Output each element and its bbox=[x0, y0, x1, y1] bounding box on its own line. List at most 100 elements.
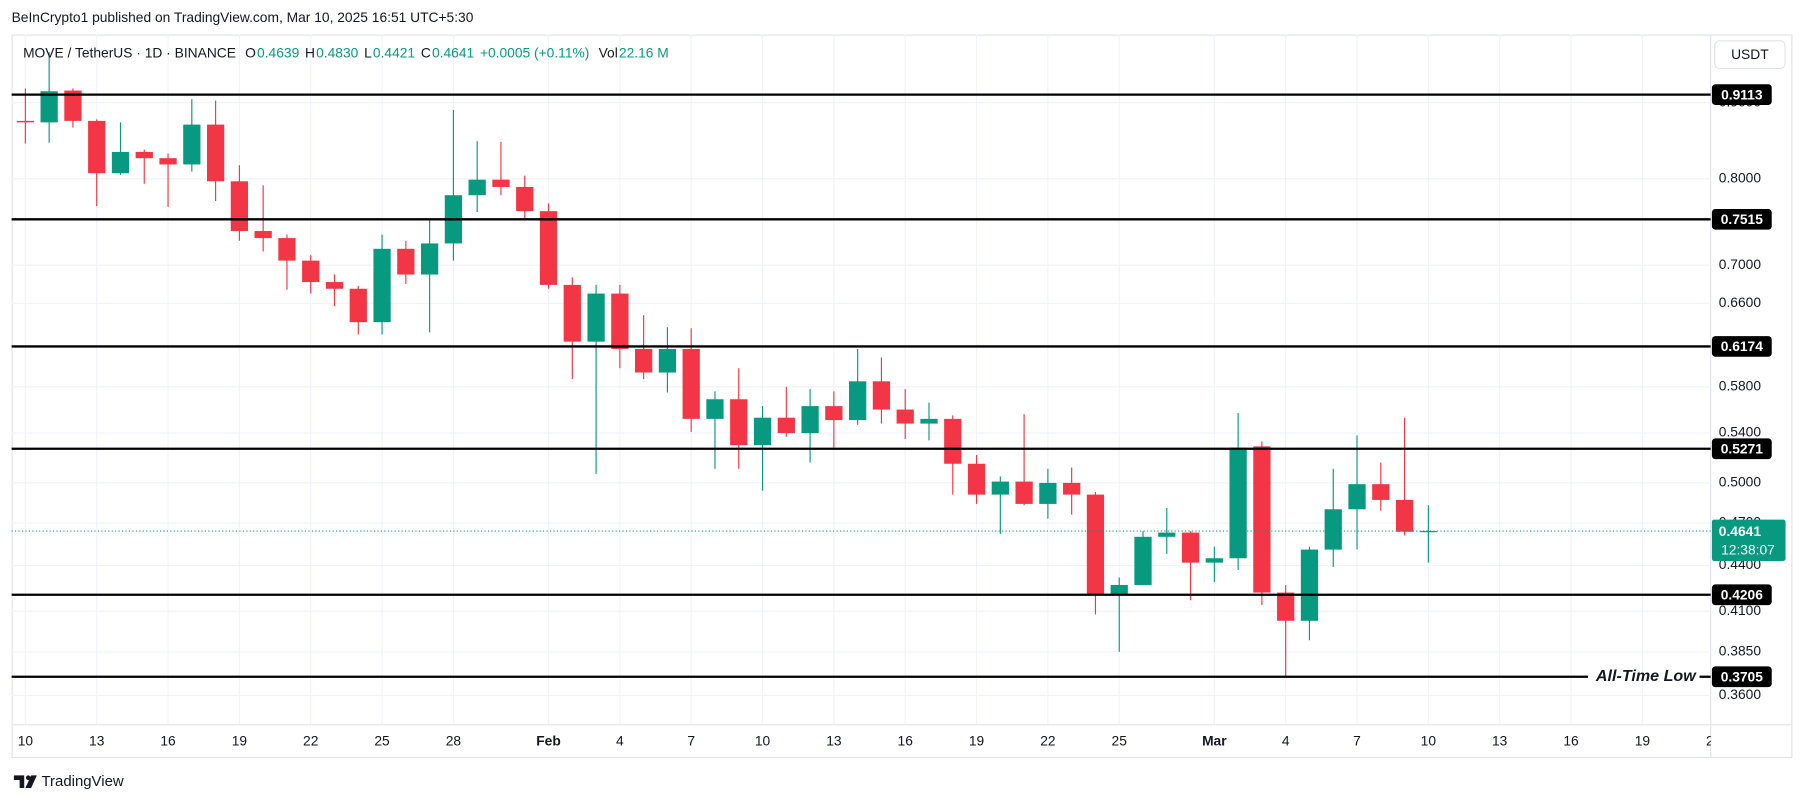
level-label-box bbox=[1711, 336, 1772, 357]
candle-body bbox=[920, 418, 938, 424]
chart-frame bbox=[11, 34, 1793, 759]
candle-body bbox=[302, 260, 320, 283]
y-tick-label: 0.3600 bbox=[1719, 687, 1762, 702]
level-label: 0.6174 bbox=[1721, 339, 1764, 354]
candle-body bbox=[1086, 494, 1105, 595]
y-tick-label: 0.5800 bbox=[1719, 379, 1762, 394]
ohlc-label: L bbox=[364, 46, 372, 61]
y-tick-label: 0.6600 bbox=[1719, 295, 1762, 310]
candle-body bbox=[88, 120, 106, 174]
currency-button[interactable] bbox=[1714, 40, 1786, 70]
ohlc-value: 0.4421 bbox=[373, 46, 415, 61]
candle-body bbox=[278, 238, 296, 261]
level-label-box bbox=[1711, 84, 1772, 105]
x-tick-label: 13 bbox=[89, 734, 105, 749]
countdown-label: 12:38:07 bbox=[1721, 542, 1775, 557]
candle-body bbox=[492, 179, 510, 187]
x-tick-label: 19 bbox=[1635, 734, 1651, 749]
candle-body bbox=[1300, 549, 1319, 621]
level-label: 0.4206 bbox=[1721, 588, 1764, 603]
level-label-box bbox=[1711, 584, 1772, 606]
ohlc-label: O bbox=[245, 46, 256, 61]
volume-value: 22.16 M bbox=[619, 46, 669, 61]
candle-body bbox=[159, 158, 177, 165]
x-tick-label: 13 bbox=[826, 734, 842, 749]
x-tick-label: Feb bbox=[536, 734, 561, 749]
candle-body bbox=[135, 151, 153, 159]
candle-body bbox=[682, 348, 700, 419]
candle-body bbox=[1348, 484, 1366, 510]
x-tick-label: 16 bbox=[160, 734, 176, 749]
x-tick-label: 25 bbox=[1112, 734, 1128, 749]
x-tick-label: 16 bbox=[898, 734, 914, 749]
x-tick-label: 7 bbox=[1353, 734, 1361, 749]
x-tick-label: 28 bbox=[446, 734, 462, 749]
candle-body bbox=[611, 293, 629, 349]
candle-body bbox=[896, 409, 914, 424]
x-tick-label: 22 bbox=[1040, 734, 1055, 749]
ohlc-label: C bbox=[421, 46, 431, 61]
candle-body bbox=[516, 186, 534, 212]
brand-name: TradingView bbox=[41, 773, 123, 790]
candle-body bbox=[397, 248, 415, 275]
ohlc-value: 0.4830 bbox=[316, 46, 359, 61]
candle-body bbox=[658, 348, 677, 373]
currency-label: USDT bbox=[1731, 47, 1769, 62]
candle-body bbox=[587, 293, 605, 342]
candle-body bbox=[1110, 584, 1128, 595]
candle-body bbox=[563, 284, 581, 342]
candle-body bbox=[349, 288, 367, 323]
candle-body bbox=[468, 179, 486, 196]
candle-body bbox=[1063, 482, 1081, 495]
grid bbox=[11, 34, 1711, 725]
x-tick-label: 13 bbox=[1492, 734, 1508, 749]
candle-body bbox=[967, 463, 986, 495]
logo-shape bbox=[25, 775, 37, 789]
x-tick-label: 22 bbox=[303, 734, 318, 749]
candle-body bbox=[1419, 531, 1437, 533]
y-tick-label: 0.7000 bbox=[1719, 257, 1762, 272]
y-tick-label: 0.5400 bbox=[1719, 425, 1762, 440]
candle-body bbox=[991, 481, 1009, 495]
candle-body bbox=[40, 91, 58, 123]
candle-body bbox=[1039, 482, 1057, 504]
x-tick-label: Mar bbox=[1202, 734, 1227, 749]
level-label: 0.5271 bbox=[1721, 442, 1764, 457]
candle-body bbox=[1015, 481, 1033, 504]
candle-body bbox=[730, 399, 748, 446]
candle-body bbox=[420, 243, 439, 275]
candle-body bbox=[1158, 532, 1176, 537]
annotation: All-Time Low bbox=[1595, 667, 1697, 685]
level-label-box bbox=[1711, 666, 1772, 688]
x-tick-label: 19 bbox=[969, 734, 985, 749]
price-axis: 0.36000.38500.41000.44000.47000.50000.54… bbox=[1711, 84, 1786, 702]
candle-body bbox=[325, 282, 344, 289]
x-tick-label: 4 bbox=[616, 734, 624, 749]
candle-body bbox=[206, 124, 225, 182]
candle-body bbox=[1181, 532, 1200, 563]
candle-body bbox=[64, 90, 82, 121]
candle-body bbox=[944, 418, 962, 464]
price-label-box bbox=[1711, 519, 1786, 561]
candle-body bbox=[1134, 536, 1152, 585]
level-label-box bbox=[1711, 208, 1772, 230]
y-tick-label: 0.8000 bbox=[1719, 170, 1762, 185]
candle-body bbox=[1277, 592, 1295, 621]
candle-body bbox=[1324, 509, 1342, 550]
annotation-background bbox=[1588, 672, 1700, 682]
level-label: 0.9113 bbox=[1721, 87, 1763, 102]
level-label: 0.7515 bbox=[1721, 212, 1764, 227]
candle-body bbox=[706, 399, 724, 419]
y-tick-label: 0.4100 bbox=[1719, 603, 1762, 618]
price-label: 0.4641 bbox=[1719, 524, 1762, 539]
x-tick-label: 22 bbox=[1706, 734, 1721, 749]
ohlc-label: H bbox=[305, 46, 315, 61]
published-note: BeInCrypto1 published on TradingView.com… bbox=[12, 10, 474, 25]
ohlc-value: 0.4639 bbox=[257, 46, 300, 61]
x-tick-label: 19 bbox=[232, 734, 248, 749]
candle-body bbox=[254, 231, 272, 239]
candle-body bbox=[16, 120, 35, 123]
